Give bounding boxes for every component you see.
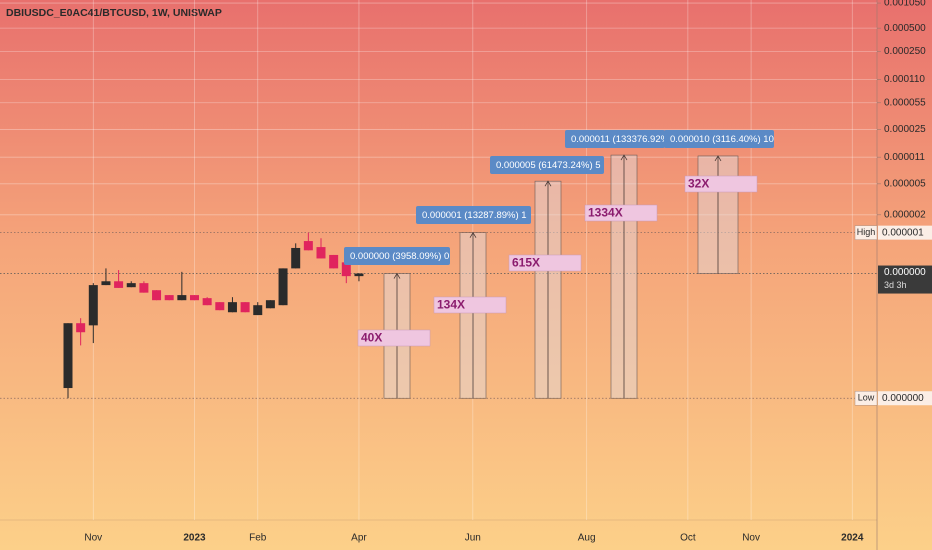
y-tick-label: 0.000055 <box>884 97 926 108</box>
candle-body <box>354 273 364 277</box>
chart-title: DBIUSDC_E0AC41/BTCUSD, 1W, UNISWAP <box>6 7 222 19</box>
candle-body <box>265 300 275 309</box>
candle-body <box>101 281 111 286</box>
x-tick-label: Nov <box>84 533 102 544</box>
y-tick-label: 0.000005 <box>884 178 926 189</box>
multiplier-label: 1334X <box>588 206 623 220</box>
multiplier-label: 615X <box>512 256 540 270</box>
measure-arrowhead <box>714 155 722 162</box>
marker-tag: Low <box>858 393 875 403</box>
last-price-box <box>878 265 932 294</box>
x-tick-label: 2024 <box>841 533 864 544</box>
readout-text: 0.000010 (3116.40%) 10 <box>670 134 774 145</box>
measure-arrowhead <box>393 272 401 279</box>
readout-box <box>416 206 531 224</box>
candle-body <box>152 290 162 301</box>
candle-body <box>291 247 301 269</box>
candle-body <box>341 262 351 277</box>
candle-body <box>164 295 174 301</box>
y-tick-label: 0.000110 <box>884 74 925 85</box>
candle-body <box>227 302 237 313</box>
candle-body <box>126 283 136 288</box>
x-tick-label: Feb <box>249 533 267 544</box>
x-tick-label: Aug <box>578 533 596 544</box>
candle-body <box>240 302 250 313</box>
marker-value: 0.000000 <box>882 393 924 404</box>
readout-box <box>344 247 450 265</box>
multiplier-label: 32X <box>688 177 709 191</box>
readout-text: 0.000000 (3958.09%) 0 <box>350 251 449 262</box>
readout-box <box>664 130 774 148</box>
candle-body <box>114 281 124 288</box>
countdown: 3d 3h <box>884 280 907 290</box>
y-tick-label: 0.000011 <box>884 152 925 163</box>
multiplier-box <box>357 329 431 347</box>
last-price: 0.000000 <box>884 267 926 278</box>
multiplier-label: 40X <box>361 331 382 345</box>
candle-body <box>177 295 187 301</box>
marker-value-box <box>878 391 932 406</box>
multiplier-box <box>508 254 582 272</box>
readout-text: 0.000011 (133376.92% <box>571 134 670 145</box>
marker-tag-box <box>854 390 878 406</box>
y-tick-label: 0.001050 <box>884 0 926 9</box>
candle-body <box>316 247 326 259</box>
x-tick-label: 2023 <box>183 533 206 544</box>
x-tick-label: Apr <box>351 533 367 544</box>
candle-body <box>278 268 288 306</box>
y-tick-label: 0.000002 <box>884 209 926 220</box>
candle-body <box>253 305 263 316</box>
candle-body <box>202 298 212 306</box>
candle-body <box>329 254 339 269</box>
measure-arrowhead <box>469 231 477 238</box>
measure-arrowhead <box>544 180 552 187</box>
candle-body <box>303 241 313 251</box>
multiplier-box <box>584 204 658 222</box>
readout-box <box>565 130 665 148</box>
marker-value: 0.000001 <box>882 227 924 238</box>
multiplier-box <box>433 296 507 314</box>
marker-tag-box <box>854 225 878 240</box>
measure-arrowhead <box>620 154 628 161</box>
readout-box <box>490 156 604 174</box>
candle-body <box>63 323 73 389</box>
marker-tag: High <box>857 227 876 237</box>
readout-text: 0.000001 (13287.89%) 1 <box>422 210 527 221</box>
y-tick-label: 0.000500 <box>884 23 926 34</box>
multiplier-box <box>684 175 758 193</box>
y-tick-label: 0.000250 <box>884 46 926 57</box>
marker-value-box <box>878 225 932 240</box>
candle-body <box>76 323 86 333</box>
candle-body <box>215 302 225 311</box>
x-tick-label: Nov <box>742 533 760 544</box>
y-tick-label: 0.000025 <box>884 124 926 135</box>
candle-body <box>190 295 199 301</box>
candle-body <box>139 283 149 293</box>
x-tick-label: Oct <box>680 533 696 544</box>
x-tick-label: Jun <box>465 533 481 544</box>
candle-body <box>88 285 98 326</box>
readout-text: 0.000005 (61473.24%) 5 <box>496 160 601 171</box>
multiplier-label: 134X <box>437 298 465 312</box>
